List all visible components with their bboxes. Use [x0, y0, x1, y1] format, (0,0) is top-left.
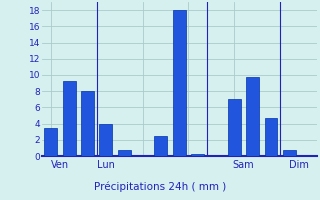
Text: Dim: Dim [289, 160, 308, 170]
Bar [44, 128, 57, 156]
Bar [63, 81, 76, 156]
Text: Précipitations 24h ( mm ): Précipitations 24h ( mm ) [94, 182, 226, 192]
Text: Ven: Ven [51, 160, 69, 170]
Bar [81, 91, 94, 156]
Bar [246, 77, 259, 156]
Text: Sam: Sam [233, 160, 254, 170]
Bar [228, 99, 241, 156]
Bar [173, 10, 186, 156]
Bar [155, 136, 167, 156]
Bar [283, 150, 296, 156]
Text: Lun: Lun [97, 160, 115, 170]
Bar [118, 150, 131, 156]
Bar [191, 154, 204, 156]
Bar [265, 118, 277, 156]
Bar [100, 124, 112, 156]
